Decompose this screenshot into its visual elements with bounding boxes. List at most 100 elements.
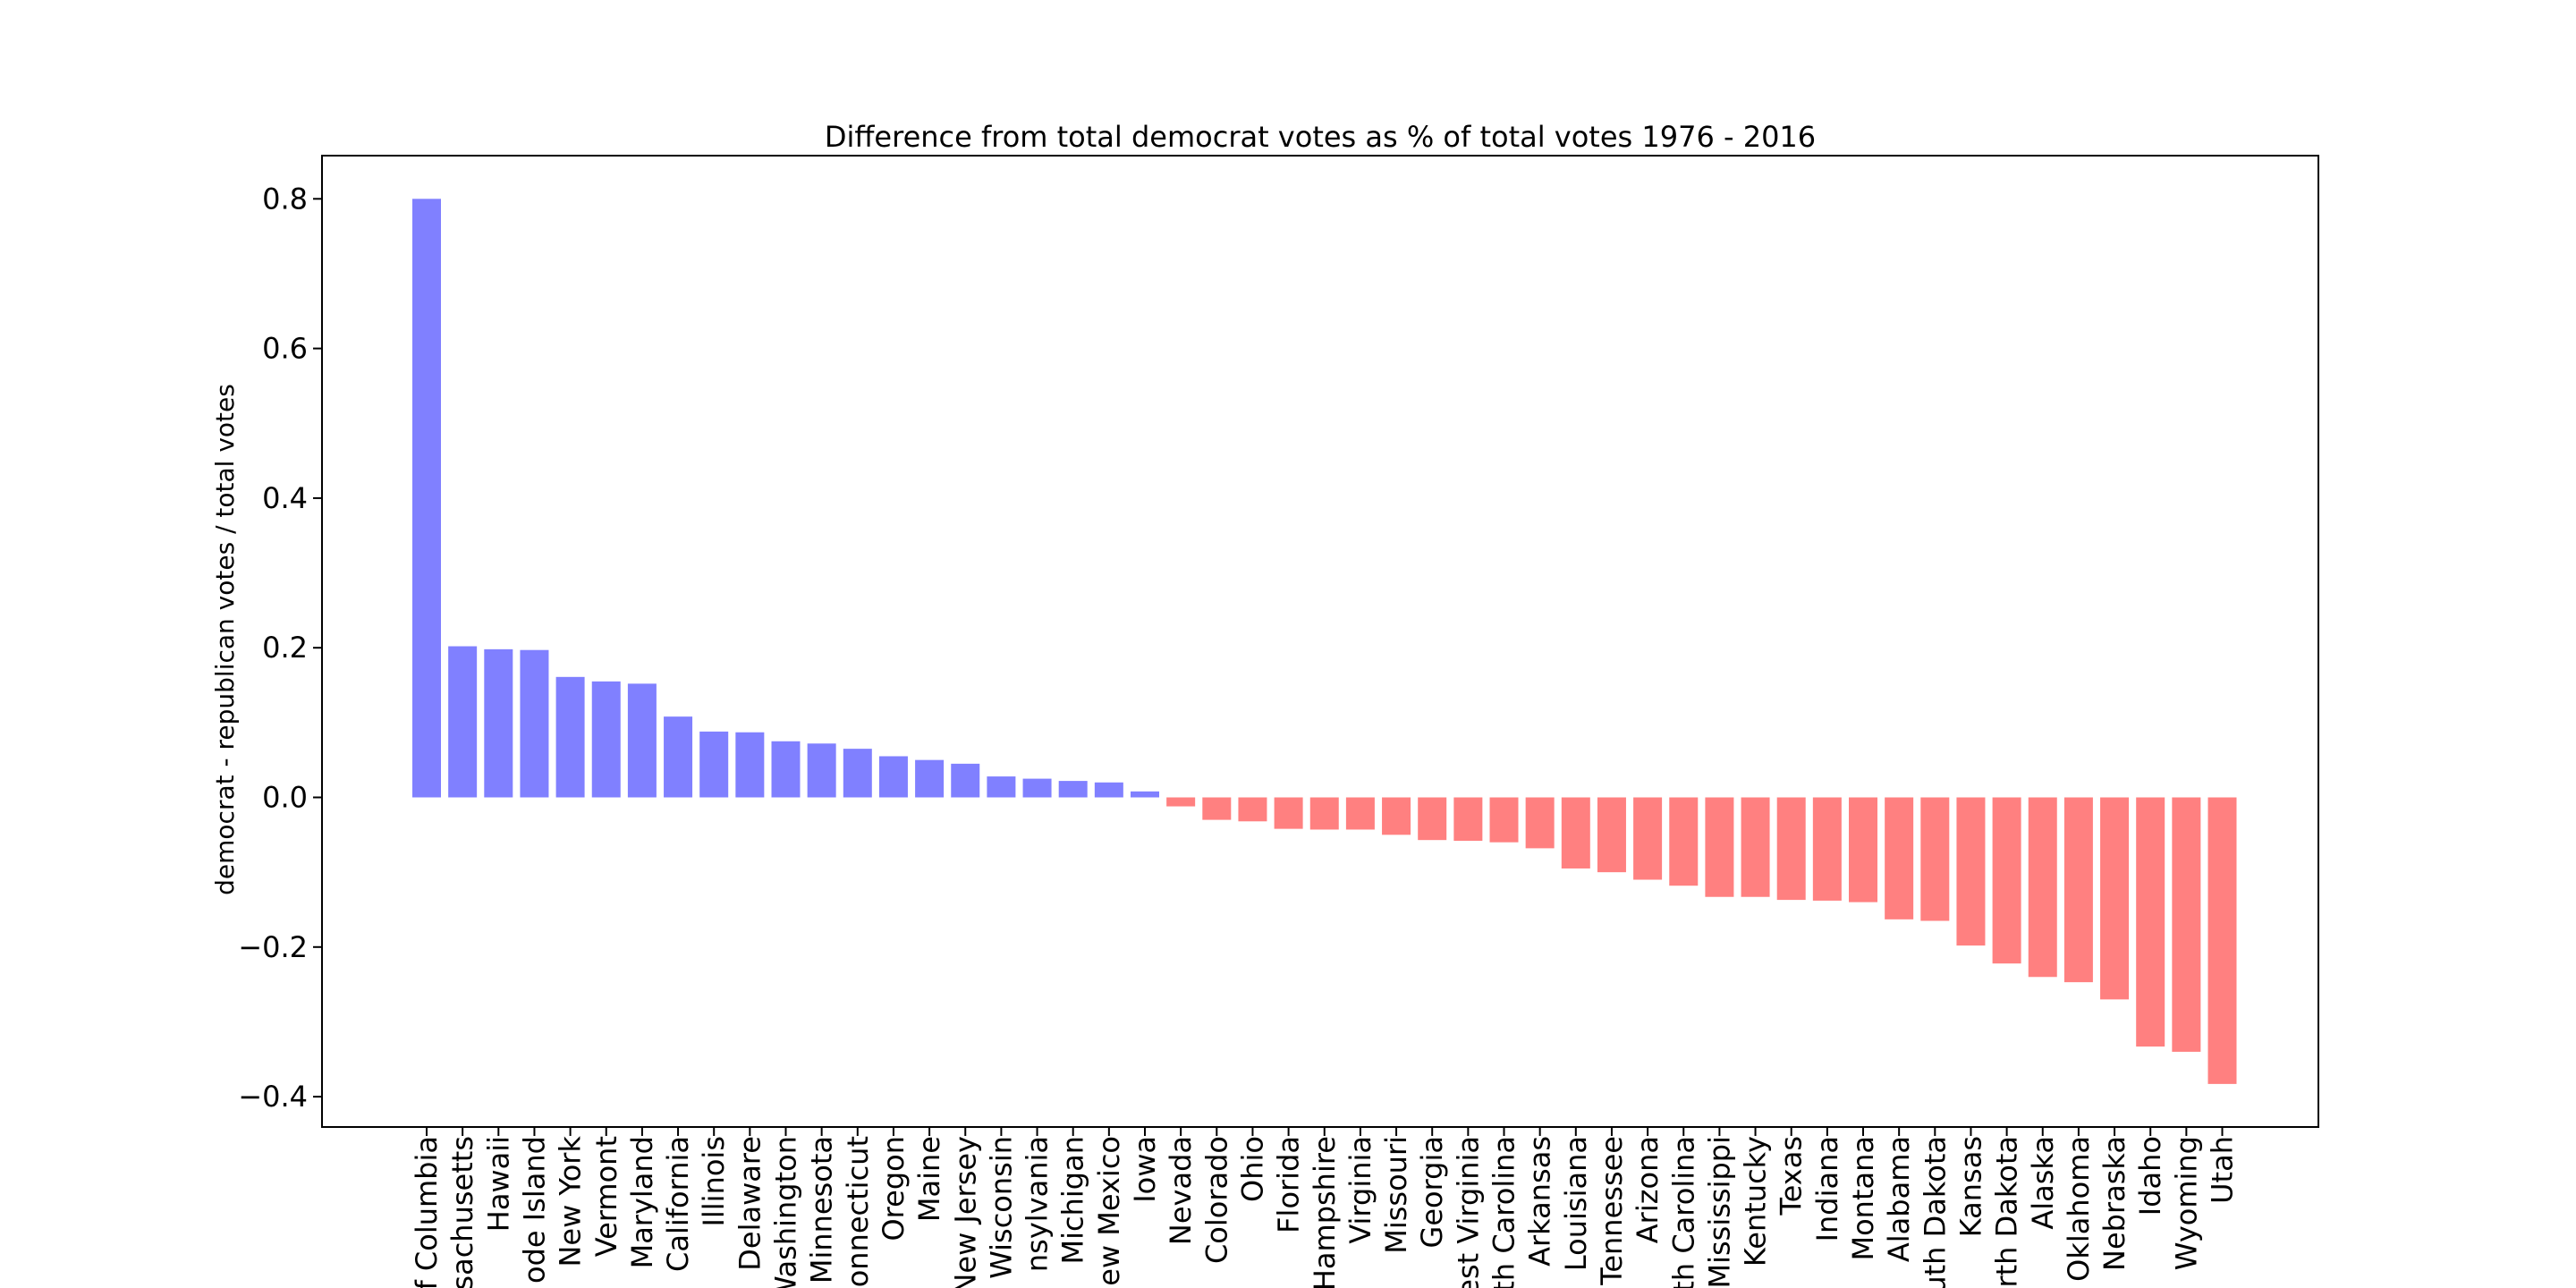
x-tick-label: th Carolina	[1666, 1136, 1700, 1288]
bar	[591, 681, 621, 798]
x-tick-label: Nebraska	[2097, 1136, 2131, 1271]
x-tick-label: Delaware	[733, 1136, 767, 1271]
bar	[1058, 781, 1088, 798]
x-tick-label: Vermont	[589, 1136, 623, 1257]
x-tick-label: Wyoming	[2169, 1136, 2203, 1270]
bar	[664, 716, 693, 798]
bar	[771, 741, 801, 798]
bar	[878, 756, 908, 798]
x-tick-label: Wisconsin	[984, 1136, 1018, 1279]
bar	[1776, 797, 1806, 901]
y-tick-label: −0.4	[238, 1080, 308, 1114]
bar	[1741, 797, 1770, 897]
bar	[807, 743, 836, 798]
x-tick-label: Hawaii	[481, 1136, 515, 1232]
x-tick-label: Washington	[769, 1136, 803, 1288]
bar	[987, 776, 1016, 798]
bars	[412, 199, 2237, 1084]
bar	[1849, 797, 1877, 902]
bar	[1166, 797, 1196, 807]
x-tick-label: ssachusetts	[445, 1136, 479, 1288]
bar	[1131, 791, 1159, 798]
x-tick-label: Kentucky	[1739, 1136, 1773, 1267]
bar	[1525, 797, 1555, 849]
bar	[1238, 797, 1267, 822]
x-tick-label: Mississippi	[1702, 1136, 1736, 1288]
x-tick-label: Maine	[912, 1136, 946, 1222]
bar	[2028, 797, 2057, 978]
x-tick-label: Alabama	[1882, 1136, 1916, 1262]
bar	[1669, 797, 1699, 886]
y-tick-label: 0.4	[262, 481, 308, 515]
x-tick-label: Texas	[1775, 1136, 1809, 1216]
bar	[1705, 797, 1734, 897]
bar	[1309, 797, 1339, 830]
x-tick-label: Oklahoma	[2062, 1136, 2096, 1282]
bar	[2136, 797, 2165, 1047]
x-tick-label: onnecticut	[841, 1136, 875, 1287]
bar	[1561, 797, 1590, 869]
bar	[484, 648, 513, 798]
bar	[1345, 797, 1375, 830]
bar	[915, 759, 945, 798]
bar	[520, 649, 549, 798]
x-tick-label: Kansas	[1953, 1136, 1987, 1237]
bar	[1597, 797, 1626, 873]
bar	[2172, 797, 2201, 1052]
y-tick-label: 0.2	[262, 631, 308, 665]
bar	[1022, 778, 1052, 798]
x-tick-label: Indiana	[1810, 1136, 1844, 1241]
bar	[699, 731, 729, 798]
bar	[1094, 782, 1123, 798]
x-tick-label: Arizona	[1631, 1136, 1665, 1243]
bar	[951, 763, 980, 798]
bar	[412, 199, 441, 798]
x-tick-label: California	[661, 1136, 695, 1272]
y-tick-label: −0.2	[238, 930, 308, 964]
x-tick-label: New Jersey	[948, 1136, 982, 1288]
x-tick-label: uth Dakota	[1918, 1136, 1952, 1288]
x-tick-label: Illinois	[697, 1136, 731, 1227]
x-tick-label: orth Dakota	[1990, 1136, 2024, 1288]
x-tick-label: nsylvania	[1021, 1136, 1055, 1272]
bar	[627, 683, 657, 798]
x-tick-label: Oregon	[877, 1136, 911, 1241]
x-tick-label: ode Island	[517, 1136, 551, 1284]
x-tick-label: Montana	[1846, 1136, 1880, 1261]
x-tick-label: Virginia	[1343, 1136, 1377, 1244]
y-tick-label: 0.6	[262, 332, 308, 366]
bar	[843, 749, 872, 798]
bar	[1453, 797, 1483, 842]
x-tick-label: Alaska	[2026, 1136, 2060, 1230]
plot-frame	[321, 155, 2319, 1128]
x-tick-label: Ohio	[1235, 1136, 1269, 1202]
x-tick-label: Hampshire	[1308, 1136, 1342, 1288]
bar	[448, 646, 478, 798]
x-tick-label: Louisiana	[1559, 1136, 1593, 1271]
x-tick-label: Utah	[2206, 1136, 2240, 1204]
x-tick-label: f Columbia	[410, 1136, 444, 1288]
x-tick-label: ew Mexico	[1092, 1136, 1126, 1286]
x-tick-label: Maryland	[625, 1136, 659, 1268]
x-tick-label: Iowa	[1128, 1136, 1162, 1203]
bar	[1992, 797, 2021, 964]
x-tick-label: Michigan	[1056, 1136, 1090, 1264]
x-tick-label: Colorado	[1199, 1136, 1233, 1264]
x-tick-label: Idaho	[2133, 1136, 2167, 1216]
bar	[1812, 797, 1842, 901]
x-tick-label: New York	[554, 1136, 588, 1267]
y-axis-ticks: 0.8 0.6 0.4 0.2 0.0 −0.2 −0.4	[238, 182, 322, 1114]
bar	[1885, 797, 1914, 919]
bar	[555, 676, 585, 798]
y-tick-label: 0.0	[262, 781, 308, 815]
bar	[1202, 797, 1232, 820]
y-axis-label: democrat - republican votes / total vote…	[210, 384, 240, 895]
x-tick-label: Arkansas	[1523, 1136, 1557, 1267]
x-tick-label: Georgia	[1415, 1136, 1449, 1248]
chart-title: Difference from total democrat votes as …	[825, 120, 1816, 154]
x-tick-label: est Virginia	[1451, 1136, 1485, 1288]
x-axis-ticks: f Columbia ssachusetts Hawaii ode Island New…	[410, 1127, 2240, 1288]
x-tick-label: Minnesota	[805, 1136, 839, 1284]
bar	[735, 732, 765, 798]
